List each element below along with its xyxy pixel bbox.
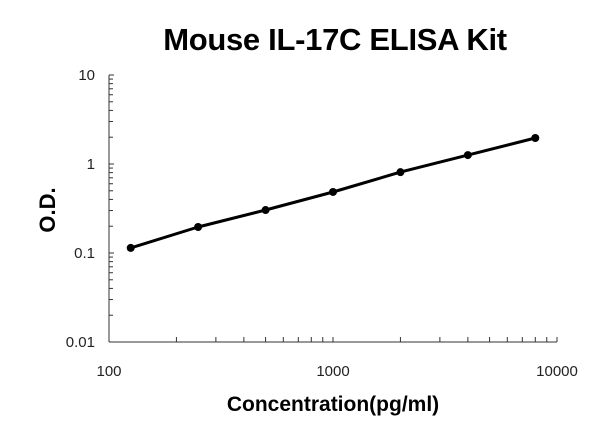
data-point (463, 151, 472, 160)
y-tick-label: 1 (87, 156, 95, 173)
x-axis-label: Concentration(pg/ml) (226, 393, 440, 416)
x-tick-label: 100 (96, 363, 121, 380)
data-point (194, 222, 203, 231)
data-point (396, 168, 405, 177)
y-tick-label: 10 (78, 67, 95, 84)
y-tick-label: 0.1 (74, 245, 95, 262)
data-point (531, 133, 540, 142)
x-tick-label: 1000 (316, 363, 349, 380)
y-tick-label: 0.01 (66, 334, 95, 351)
x-tick-label: 10000 (536, 363, 578, 380)
data-point (329, 187, 337, 196)
data-point (126, 243, 135, 252)
data-point (261, 206, 270, 215)
chart-title: Mouse IL-17C ELISA Kit (163, 22, 507, 57)
